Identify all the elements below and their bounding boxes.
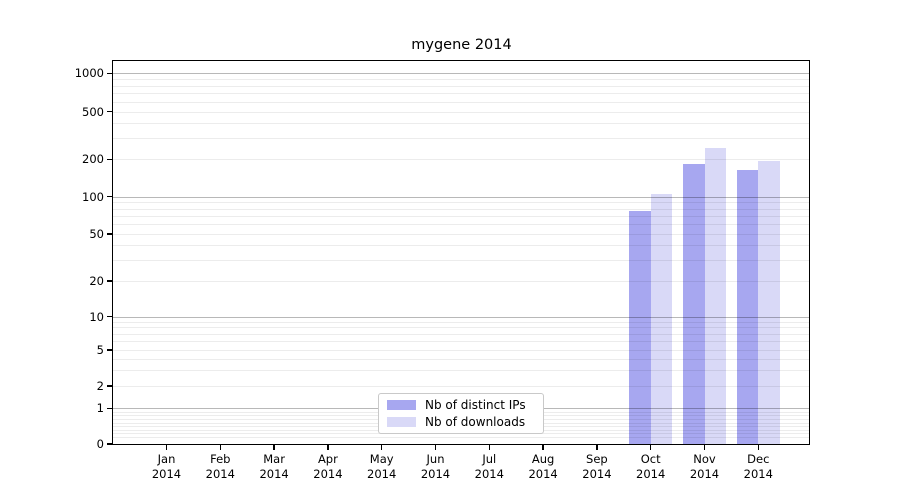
x-tick-label-jul: Jul 2014 bbox=[474, 452, 504, 481]
y-tick-label: 0 bbox=[96, 437, 104, 451]
minor-gridline bbox=[113, 333, 810, 335]
minor-gridline bbox=[113, 358, 810, 360]
minor-gridline bbox=[113, 234, 810, 235]
bar-nb-of-distinct-ips-nov bbox=[683, 164, 705, 444]
x-tick-mark bbox=[219, 444, 221, 450]
x-tick-mark bbox=[273, 444, 275, 450]
y-tick-label: 2 bbox=[96, 379, 104, 393]
bar-nb-of-downloads-oct bbox=[650, 193, 673, 444]
x-tick-label-apr: Apr 2014 bbox=[313, 452, 343, 481]
x-tick-mark bbox=[327, 444, 329, 450]
x-tick-mark bbox=[381, 444, 383, 450]
y-tick-label: 10 bbox=[89, 309, 104, 324]
x-tick-label-jun: Jun 2014 bbox=[420, 452, 451, 481]
minor-gridline bbox=[113, 224, 810, 226]
legend-label-distinct-ips: Nb of distinct IPs bbox=[425, 398, 526, 412]
legend-swatch-downloads-icon bbox=[387, 417, 416, 427]
legend-item-downloads: Nb of downloads bbox=[387, 415, 543, 429]
legend-swatch-distinct-ips-icon bbox=[387, 400, 416, 410]
minor-gridline bbox=[113, 436, 810, 438]
y-tick-mark bbox=[107, 111, 113, 113]
y-tick-mark bbox=[107, 443, 113, 445]
x-tick-label-may: May 2014 bbox=[367, 452, 397, 481]
minor-gridline bbox=[113, 93, 810, 95]
x-tick-mark bbox=[434, 444, 437, 450]
y-tick-mark bbox=[107, 280, 113, 282]
x-tick-mark bbox=[488, 444, 490, 450]
x-tick-mark bbox=[650, 444, 652, 450]
minor-gridline bbox=[113, 215, 810, 217]
bar-nb-of-downloads-dec bbox=[758, 160, 780, 444]
y-tick-label: 100 bbox=[82, 189, 104, 204]
minor-gridline bbox=[113, 370, 810, 372]
y-tick-mark bbox=[107, 316, 113, 318]
x-tick-label-feb: Feb 2014 bbox=[205, 452, 235, 481]
y-tick-label: 20 bbox=[89, 274, 104, 288]
y-tick-label: 1 bbox=[96, 401, 104, 416]
major-gridline-100 bbox=[113, 196, 810, 198]
y-tick-mark bbox=[107, 349, 113, 351]
x-tick-mark bbox=[703, 444, 706, 450]
y-tick-mark bbox=[107, 158, 113, 160]
minor-gridline bbox=[113, 159, 810, 161]
minor-gridline bbox=[113, 260, 810, 262]
minor-gridline bbox=[113, 341, 810, 343]
y-tick-label: 1000 bbox=[74, 66, 104, 81]
minor-gridline bbox=[113, 327, 810, 329]
legend-label-downloads: Nb of downloads bbox=[425, 415, 526, 429]
minor-gridline bbox=[113, 101, 810, 103]
legend-item-distinct-ips: Nb of distinct IPs bbox=[387, 398, 543, 412]
minor-gridline bbox=[113, 202, 810, 204]
y-tick-mark bbox=[107, 195, 113, 198]
bar-nb-of-downloads-nov bbox=[704, 148, 726, 444]
x-tick-label-jan: Jan 2014 bbox=[151, 452, 182, 481]
y-tick-label: 50 bbox=[89, 227, 104, 241]
minor-gridline bbox=[113, 386, 810, 387]
bar-nb-of-distinct-ips-oct bbox=[629, 210, 651, 444]
major-gridline-10 bbox=[113, 316, 810, 318]
minor-gridline bbox=[113, 245, 810, 247]
bar-nb-of-distinct-ips-dec bbox=[736, 169, 759, 444]
x-tick-mark bbox=[165, 444, 168, 450]
x-tick-label-sep: Sep 2014 bbox=[582, 452, 612, 481]
minor-gridline bbox=[113, 79, 810, 81]
minor-gridline bbox=[113, 85, 810, 87]
y-tick-mark bbox=[107, 72, 113, 74]
y-tick-label: 500 bbox=[82, 104, 104, 119]
chart-title: mygene 2014 bbox=[411, 37, 512, 53]
x-tick-label-mar: Mar 2014 bbox=[259, 452, 289, 481]
minor-gridline bbox=[113, 138, 810, 140]
legend: Nb of distinct IPs Nb of downloads bbox=[378, 393, 544, 434]
minor-gridline bbox=[113, 123, 810, 125]
minor-gridline bbox=[113, 281, 810, 282]
y-tick-mark bbox=[107, 407, 113, 409]
x-tick-label-dec: Dec 2014 bbox=[743, 452, 773, 481]
minor-gridline bbox=[113, 321, 810, 323]
y-tick-label: 5 bbox=[96, 343, 104, 357]
major-gridline-1000 bbox=[113, 73, 810, 75]
x-tick-label-aug: Aug 2014 bbox=[528, 452, 558, 481]
minor-gridline bbox=[113, 350, 810, 351]
y-tick-label: 200 bbox=[82, 152, 104, 167]
x-tick-mark bbox=[596, 444, 598, 450]
y-tick-mark bbox=[107, 233, 113, 235]
x-tick-mark bbox=[757, 444, 759, 450]
x-tick-label-oct: Oct 2014 bbox=[636, 452, 666, 481]
y-tick-mark bbox=[107, 385, 113, 387]
x-tick-label-nov: Nov 2014 bbox=[689, 452, 720, 481]
x-tick-mark bbox=[542, 444, 544, 450]
minor-gridline bbox=[113, 208, 810, 210]
minor-gridline bbox=[113, 111, 810, 113]
